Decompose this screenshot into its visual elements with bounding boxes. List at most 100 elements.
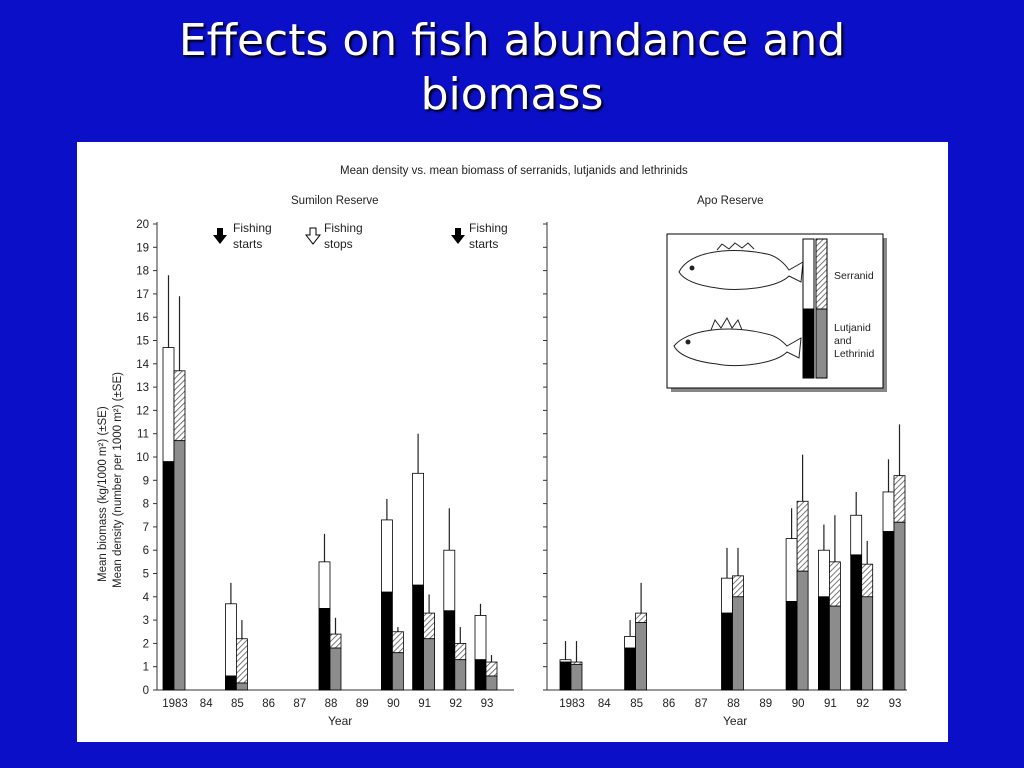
x-tick-label: 92 <box>449 698 462 710</box>
hollow-arrow-icon <box>304 227 322 245</box>
bar-serranid-density <box>850 514 863 556</box>
bar-lutjanid-biomass <box>485 675 498 691</box>
x-tick-label: 1983 <box>162 698 188 710</box>
y-tick-label: 17 <box>136 289 149 301</box>
x-axis-label-apo: Year <box>723 714 747 728</box>
x-tick-label: 93 <box>481 698 494 710</box>
legend: Serranid Lutjanid and Lethrinid <box>666 233 887 392</box>
x-tick-label: 91 <box>824 698 837 710</box>
x-tick-label: 85 <box>231 698 244 710</box>
bar-lutjanid-biomass <box>423 638 436 691</box>
filled-arrow-icon <box>451 228 465 244</box>
panel-title-sumilon: Sumilon Reserve <box>291 195 379 207</box>
serranid-fish-icon <box>678 242 804 290</box>
bar-lutjanid-density <box>162 461 175 691</box>
y-tick-label: 13 <box>136 382 149 394</box>
slide-title-line-2: biomass <box>420 69 604 120</box>
y-axis-label-biomass: Mean biomass (kg/1000 m²) (±SE) <box>97 406 109 582</box>
slide-title: Effects on fish abundance and biomass <box>0 14 1024 122</box>
bar-serranid-biomass <box>893 475 906 523</box>
figure-main-title: Mean density vs. mean biomass of serrani… <box>340 165 688 177</box>
bar-serranid-density <box>380 519 393 593</box>
x-tick-label: 90 <box>387 698 400 710</box>
legend-lutjanid-label-3: Lethrinid <box>834 348 874 360</box>
slide-title-line-1: Effects on fish abundance and <box>178 15 846 66</box>
bar-lutjanid-biomass <box>391 652 404 691</box>
bar-lutjanid-biomass <box>570 663 583 691</box>
y-tick-label: 18 <box>136 266 149 278</box>
bar-lutjanid-biomass <box>893 521 906 691</box>
filled-arrow-icon <box>213 228 227 244</box>
y-tick-label: 19 <box>136 242 149 254</box>
bar-lutjanid-density <box>624 647 636 691</box>
y-tick-label: 0 <box>143 685 149 697</box>
figure-panel: Mean density vs. mean biomass of serrani… <box>77 142 948 742</box>
x-ticks: 1983 84 85 86 87 88 89 90 91 92 93 1983 84 85 86 87 88 89… <box>162 698 901 710</box>
x-tick-label: 86 <box>262 698 275 710</box>
legend-serranid-density-swatch <box>802 238 815 310</box>
x-tick-label: 88 <box>727 698 740 710</box>
bar-serranid-biomass <box>732 575 744 598</box>
y-tick-label: 7 <box>143 522 149 534</box>
x-axis-label-sumilon: Year <box>328 714 352 728</box>
legend-serranid-label: Serranid <box>834 270 874 282</box>
bar-lutjanid-density <box>380 591 393 691</box>
y-tick-label: 20 <box>136 219 149 231</box>
y-tick-label: 2 <box>143 638 149 650</box>
bar-serranid-density <box>721 577 733 614</box>
x-tick-label: 84 <box>200 698 213 710</box>
bar-serranid-biomass <box>173 370 186 442</box>
bar-lutjanid-density <box>559 661 572 691</box>
bar-lutjanid-biomass <box>861 596 874 691</box>
bar-serranid-density <box>624 636 636 649</box>
lutjanid-fish-icon <box>673 316 802 366</box>
chart-figure: Mean density vs. mean biomass of serrani… <box>97 165 907 728</box>
bar-lutjanid-biomass <box>454 659 467 691</box>
y-tick-label: 3 <box>143 615 149 627</box>
y-tick-label: 12 <box>136 405 149 417</box>
bar-lutjanid-density <box>318 608 331 691</box>
y-tick-label: 1 <box>143 662 149 674</box>
bar-lutjanid-density <box>412 584 425 691</box>
bar-serranid-density <box>882 491 895 532</box>
y-tick-label: 9 <box>143 475 149 487</box>
bar-serranid-biomass <box>485 661 498 677</box>
bar-serranid-biomass <box>861 563 874 598</box>
legend-lutjanid-density-swatch <box>802 308 815 379</box>
x-tick-label: 89 <box>759 698 772 710</box>
y-tick-label: 14 <box>136 359 149 371</box>
bar-lutjanid-biomass <box>635 622 647 691</box>
bar-serranid-density <box>785 538 798 602</box>
annotation-line-2: starts <box>469 237 498 251</box>
x-tick-label: 89 <box>356 698 369 710</box>
y-tick-label: 11 <box>137 429 149 441</box>
x-tick-label: 84 <box>598 698 611 710</box>
bar-lutjanid-density <box>721 612 733 691</box>
bar-lutjanid-density <box>443 610 456 691</box>
y-axis-label-density: Mean density (number per 1000 m²) (±SE) <box>112 372 124 588</box>
x-tick-label: 87 <box>293 698 306 710</box>
bar-serranid-density <box>412 472 425 586</box>
bar-lutjanid-biomass <box>829 605 841 691</box>
bar-serranid-density <box>443 549 456 612</box>
y-tick-label: 6 <box>143 545 149 557</box>
bar-lutjanid-density <box>474 659 487 691</box>
bar-serranid-biomass <box>391 631 404 654</box>
bar-serranid-biomass <box>829 561 841 607</box>
x-tick-label: 85 <box>630 698 643 710</box>
bar-lutjanid-biomass <box>796 570 809 691</box>
y-tick-label: 15 <box>136 336 149 348</box>
bar-serranid-biomass <box>423 612 436 640</box>
annotation-fishing-starts-1: Fishing starts <box>213 221 272 251</box>
bar-lutjanid-biomass <box>235 682 248 691</box>
bar-serranid-density <box>224 603 237 677</box>
bar-serranid-biomass <box>635 612 647 623</box>
x-tick-label: 90 <box>792 698 805 710</box>
bar-lutjanid-density <box>785 601 798 691</box>
annotation-line-1: Fishing <box>233 221 272 235</box>
bar-lutjanid-biomass <box>732 596 744 691</box>
x-tick-label: 88 <box>325 698 338 710</box>
annotation-fishing-stops: Fishing stops <box>304 221 363 251</box>
bar-serranid-biomass <box>454 642 467 661</box>
annotation-line-2: stops <box>324 237 353 251</box>
